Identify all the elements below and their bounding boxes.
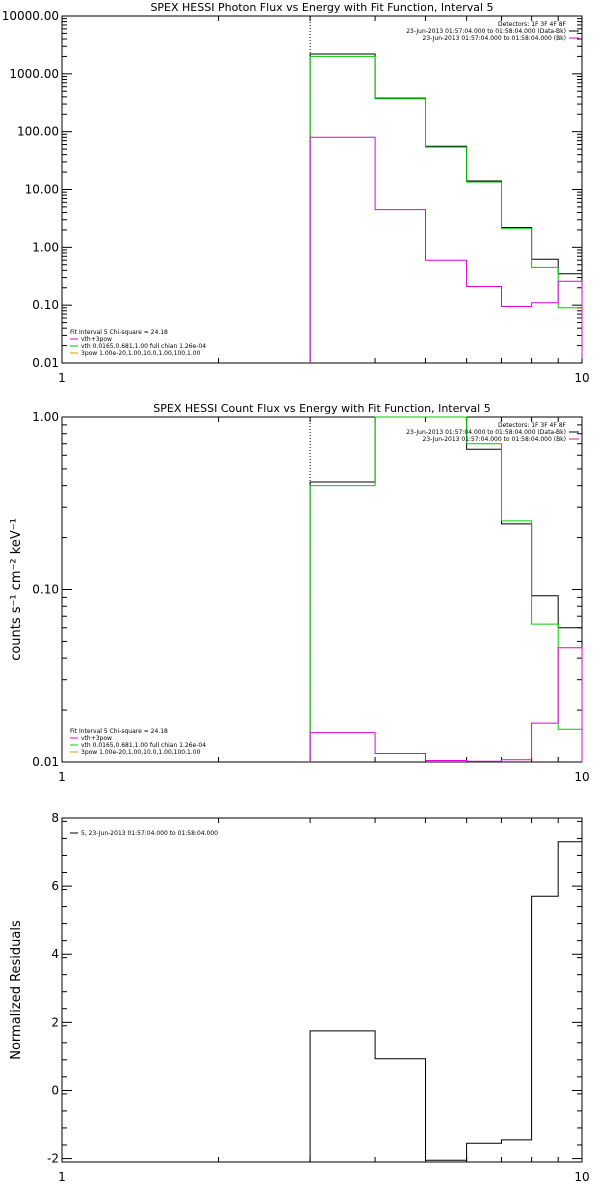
chart-1-series-1-line <box>309 53 583 363</box>
chart-1-legend-line: vth+3pow <box>81 336 112 343</box>
chart-2-legend-line: Fit Interval 5 Chi-square = 24.18 <box>70 728 168 735</box>
chart-3-ytick-label: -2 <box>47 1152 59 1166</box>
chart-3-xtick-label: 10 <box>574 1170 589 1184</box>
chart-1-xtick-label: 1 <box>58 371 66 385</box>
chart-1-legend-line: Fit Interval 5 Chi-square = 24.18 <box>70 329 168 336</box>
chart-2-plot-frame <box>61 416 583 763</box>
chart-1-legend-line: 3pow 1.00e-20,1.00,10.0,1.00,100,1.00 <box>81 350 201 357</box>
chart-3-ytick-label: 2 <box>51 1015 59 1029</box>
chart-1-ytick-label: 0.01 <box>32 356 59 370</box>
chart-2-ytick-label: 0.01 <box>32 755 59 769</box>
chart-2-series-2-line <box>309 416 583 762</box>
chart-1-ytick-label: 10.00 <box>25 183 59 197</box>
chart-1-header-line: 23-Jun-2013 01:57:04.000 to 01:58:04.000… <box>406 28 566 35</box>
chart-3-plot-frame <box>61 817 583 1163</box>
chart-3-series-1-line <box>309 841 583 1162</box>
chart-2-series-3-line <box>309 647 583 762</box>
chart-1-ytick-label: 1000.00 <box>9 67 59 81</box>
chart-2-legend-line: 3pow 1.00e-20,1.00,10.0,1.00,100,1.00 <box>81 749 201 756</box>
chart-3-ytick-label: 6 <box>51 879 59 893</box>
chart-2-xtick-label: 1 <box>58 770 66 784</box>
chart-2-ytick-label: 0.10 <box>32 583 59 597</box>
chart-2-legend-line: vth+3pow <box>81 735 112 742</box>
chart-2-series-1-line <box>309 416 583 762</box>
chart-2-header-line: 23-Jun-2013 01:57:04.000 to 01:58:04.000… <box>406 429 566 436</box>
chart-2-title: SPEX HESSI Count Flux vs Energy with Fit… <box>153 402 490 415</box>
chart-2-header-line: Detectors: 1F 3F 4F 8F <box>498 422 567 429</box>
chart-1-title: SPEX HESSI Photon Flux vs Energy with Fi… <box>150 1 493 14</box>
chart-3-ylabel: Normalized Residuals <box>9 920 24 1060</box>
chart-2-legend-line: vth 0.0165,0.681,1.00 full chian 1.26e-0… <box>81 742 206 749</box>
chart-1-series-3-line <box>309 136 583 363</box>
chart-3-legend-line: 5, 23-Jun-2013 01:57:04.000 to 01:58:04.… <box>81 830 218 837</box>
chart-3-xtick-label: 1 <box>58 1170 66 1184</box>
chart-2-xtick-label: 10 <box>574 770 589 784</box>
chart-3-ytick-label: 4 <box>51 947 59 961</box>
chart-1-series-2-line <box>309 55 583 363</box>
chart-1-ytick-label: 10000.00 <box>2 9 59 23</box>
chart-2-header-line: 23-Jun-2013 01:57:04.000 to 01:58:04.000… <box>423 436 566 443</box>
chart-3-ytick-label: 0 <box>51 1083 59 1097</box>
chart-1-plot-frame <box>61 15 583 364</box>
chart-1-ytick-label: 0.10 <box>32 298 59 312</box>
chart-1-ytick-label: 1.00 <box>32 240 59 254</box>
chart-1-ytick-label: 100.00 <box>17 125 59 139</box>
chart-1-xtick-label: 10 <box>574 371 589 385</box>
chart-3-ytick-label: 8 <box>51 811 59 825</box>
chart-2-ytick-label: 1.00 <box>32 410 59 424</box>
chart-1-header-line: 23-Jun-2013 01:57:04.000 to 01:58:04.000… <box>423 35 566 42</box>
chart-1-header-line: Detectors: 1F 3F 4F 8F <box>498 21 567 28</box>
chart-1-legend-line: vth 0.0165,0.681,1.00 full chian 1.26e-0… <box>81 343 206 350</box>
chart-2-ylabel: counts s⁻¹ cm⁻² keV⁻¹ <box>9 518 24 661</box>
